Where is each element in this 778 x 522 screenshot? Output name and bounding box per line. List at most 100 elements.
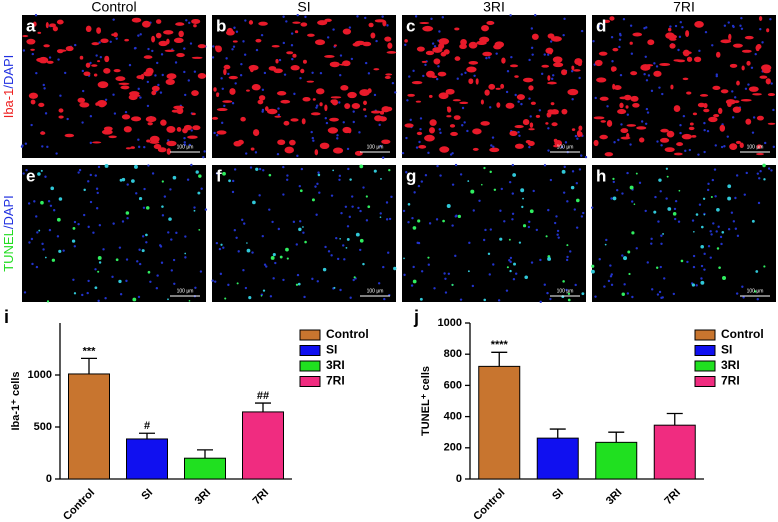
nucleus [750,66,754,69]
nucleus [35,265,39,269]
nucleus [77,222,80,226]
nucleus [565,258,569,262]
cell [692,112,698,116]
nucleus [296,13,299,17]
cell [527,140,535,147]
nucleus [325,121,329,125]
nucleus [543,164,547,167]
nucleus [472,209,475,212]
cell [725,99,736,105]
nucleus [167,139,170,142]
cell [330,96,342,99]
apoptotic-cell [37,172,41,176]
cell [682,77,689,81]
cell [626,132,630,140]
x-tick-label: 7RI [251,487,272,508]
nucleus [752,116,756,119]
nucleus [731,116,735,119]
nucleus [620,123,623,126]
nucleus [726,135,729,138]
nucleus [543,283,546,286]
cell [191,18,201,24]
apoptotic-cell [655,266,659,269]
apoptotic-cell [721,230,725,234]
cell [327,127,339,134]
nucleus [316,280,319,283]
cell [252,129,260,137]
nucleus [193,70,197,73]
apoptotic-cell [147,270,151,274]
cell [187,135,198,139]
nucleus [160,53,164,56]
cell [146,139,151,143]
nucleus [754,52,757,56]
nucleus [645,107,649,111]
cell [193,24,197,28]
nucleus [571,69,574,73]
nucleus [684,149,687,153]
nucleus [529,115,532,118]
apoptotic-cell [297,282,301,286]
cell [85,62,91,68]
cell [728,33,732,41]
cell [146,117,154,120]
nucleus [471,284,475,288]
nucleus [562,33,565,37]
nucleus [138,248,141,251]
nucleus [381,156,385,159]
nucleus [464,71,467,75]
nucleus [747,83,750,86]
cell [149,140,160,144]
cell [659,137,670,143]
legend-swatch [299,360,321,372]
nucleus [616,188,619,192]
cell [166,140,177,147]
cell [472,128,482,135]
error-bar [255,402,271,412]
cell [514,143,524,149]
nucleus [36,231,39,234]
apoptotic-cell [700,280,705,285]
cell [550,102,555,106]
apoptotic-cell [508,238,511,241]
cell [314,149,319,156]
nucleus [326,36,330,39]
apoptotic-cell [412,226,417,230]
apoptotic-cell [367,205,371,209]
cell [740,98,752,102]
cell [289,139,296,146]
nucleus [408,75,411,78]
nucleus [27,202,31,205]
cell [216,92,220,97]
nucleus [433,287,436,290]
panel-letter: b [216,16,226,35]
cell [145,67,154,75]
apoptotic-cell [141,249,145,253]
nucleus [571,98,574,101]
nucleus [364,61,368,65]
nucleus [304,15,307,19]
cell [178,30,184,38]
cell [213,87,217,92]
cell [454,27,460,31]
cell [699,94,709,97]
nucleus [727,228,731,231]
cell [739,142,744,149]
cell [329,117,339,122]
cell [136,75,144,80]
nucleus [218,247,222,251]
apoptotic-cell [700,244,704,249]
cell [280,99,291,104]
nucleus [235,30,239,33]
cell [91,42,100,46]
nucleus [81,89,85,93]
nucleus [219,272,223,276]
nucleus [310,130,313,134]
apoptotic-cell [44,256,47,259]
nucleus [332,28,335,31]
cell [133,94,141,97]
cell [547,81,557,85]
apoptotic-cell [317,173,321,177]
apoptotic-cell [567,292,571,296]
apoptotic-cell [353,276,356,279]
